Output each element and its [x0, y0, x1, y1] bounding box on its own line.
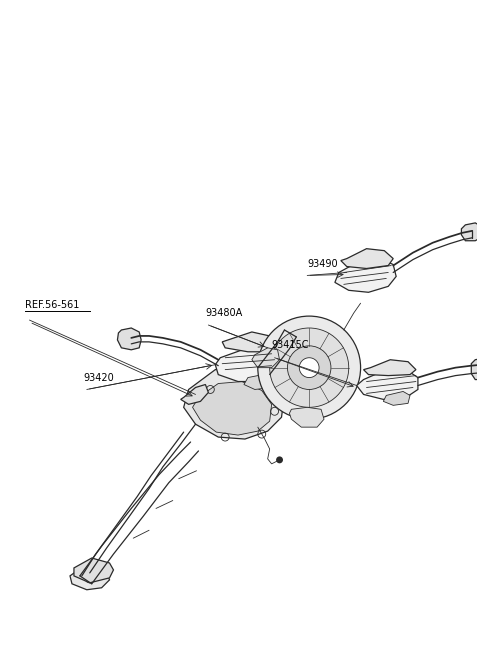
Polygon shape [180, 384, 208, 404]
Text: 93415C: 93415C [272, 340, 309, 350]
Circle shape [288, 346, 331, 390]
Polygon shape [461, 223, 480, 241]
Polygon shape [471, 358, 480, 379]
Polygon shape [384, 392, 410, 405]
Polygon shape [184, 367, 285, 439]
Text: 93420: 93420 [84, 373, 115, 383]
Polygon shape [341, 249, 393, 269]
Polygon shape [118, 328, 141, 350]
Polygon shape [192, 382, 272, 435]
Polygon shape [262, 365, 319, 388]
Circle shape [300, 358, 319, 377]
Polygon shape [74, 558, 113, 583]
Polygon shape [289, 407, 324, 427]
Text: 93490: 93490 [307, 259, 338, 269]
Text: 93480A: 93480A [205, 308, 243, 318]
Circle shape [276, 457, 283, 463]
Polygon shape [252, 348, 279, 367]
Polygon shape [216, 348, 277, 382]
Circle shape [258, 316, 360, 419]
Polygon shape [357, 369, 418, 400]
Text: REF.56-561: REF.56-561 [24, 300, 79, 310]
Circle shape [270, 328, 349, 407]
Polygon shape [335, 259, 396, 292]
Polygon shape [222, 332, 275, 352]
Polygon shape [363, 360, 416, 375]
Polygon shape [70, 566, 109, 590]
Polygon shape [244, 373, 275, 390]
